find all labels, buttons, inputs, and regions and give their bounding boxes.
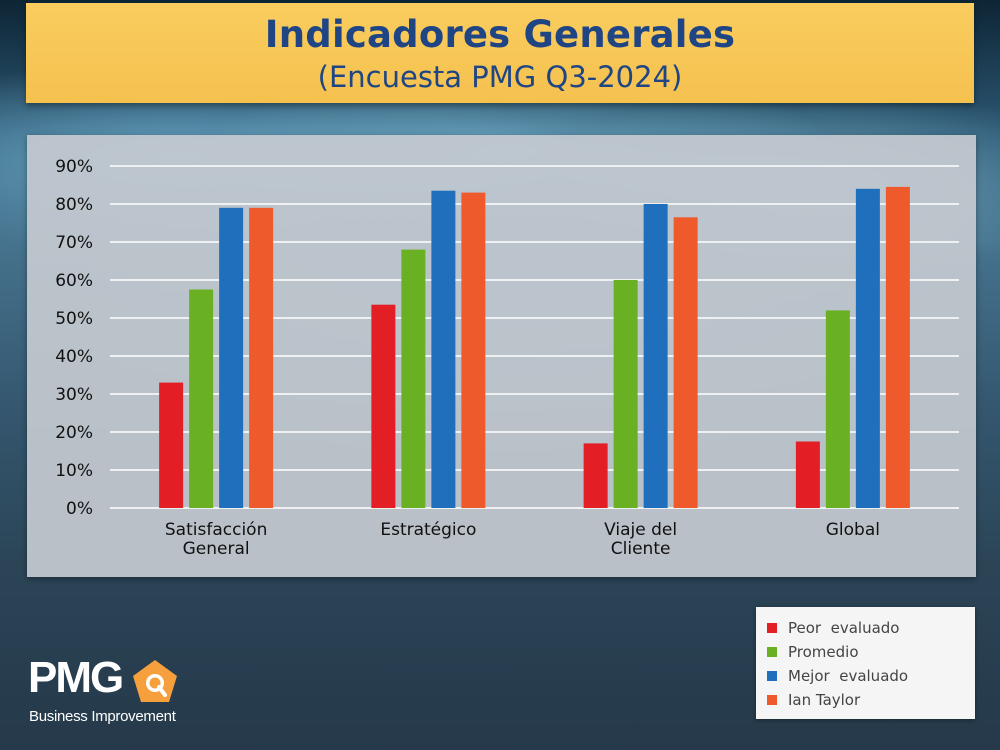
legend-swatch (767, 671, 777, 681)
legend-swatch (767, 623, 777, 633)
y-tick-label: 80% (55, 195, 93, 215)
bar (159, 382, 184, 508)
bar (219, 207, 244, 509)
y-tick-label: 20% (55, 423, 93, 443)
bar (431, 190, 456, 508)
bar (855, 188, 880, 509)
x-category-label: Global (826, 520, 880, 540)
logo-tagline: Business Improvement (29, 708, 176, 725)
legend-swatch (767, 695, 777, 705)
chart-legend: Peor evaluado Promedio Mejor evaluado Ia… (756, 607, 975, 719)
legend-label: Promedio (788, 643, 859, 661)
title-banner: Indicadores Generales (Encuesta PMG Q3-2… (26, 3, 974, 103)
y-tick-label: 60% (55, 271, 93, 291)
x-category-label: General (183, 539, 250, 559)
y-tick-label: 10% (55, 461, 93, 481)
y-tick-label: 70% (55, 233, 93, 253)
bar (613, 280, 638, 508)
y-tick-label: 90% (55, 157, 93, 177)
legend-item-peor: Peor evaluado (767, 616, 975, 640)
legend-label: Ian Taylor (788, 691, 861, 709)
logo-wordmark: PMG (28, 653, 124, 702)
legend-swatch (767, 647, 777, 657)
bar (885, 186, 910, 508)
bar-chart: 0% 10% 20% 30% 40% 50% 60% 70% 80% 90% Satisfacció… (55, 157, 959, 559)
y-tick-label: 50% (55, 309, 93, 329)
bar (461, 192, 486, 508)
logo-pentagon-icon (133, 660, 177, 702)
x-category-label: Estratégico (380, 520, 476, 540)
bar (401, 249, 426, 508)
x-category-label: Satisfacción (165, 520, 267, 540)
legend-item-mejor: Mejor evaluado (767, 664, 975, 688)
bar (795, 441, 820, 508)
legend-label: Peor evaluado (788, 619, 900, 637)
chart-title: Indicadores Generales (264, 13, 736, 56)
y-tick-label: 0% (66, 499, 93, 519)
bar (371, 304, 396, 508)
x-category-label: Viaje del (604, 520, 677, 540)
chart-subtitle: (Encuesta PMG Q3-2024) (317, 60, 683, 94)
y-tick-label: 30% (55, 385, 93, 405)
bar (825, 310, 850, 508)
chart-panel: 0% 10% 20% 30% 40% 50% 60% 70% 80% 90% Satisfacció… (27, 135, 976, 577)
y-tick-label: 40% (55, 347, 93, 367)
x-category-label: Cliente (611, 539, 671, 559)
legend-item-ian-taylor: Ian Taylor (767, 688, 975, 712)
bar (189, 289, 214, 508)
bar (673, 217, 698, 509)
legend-item-promedio: Promedio (767, 640, 975, 664)
pmg-logo: PMG Business Improvement (28, 656, 198, 726)
legend-label: Mejor evaluado (788, 667, 909, 685)
bar (643, 204, 668, 508)
bar (583, 443, 608, 508)
bar (249, 207, 274, 509)
